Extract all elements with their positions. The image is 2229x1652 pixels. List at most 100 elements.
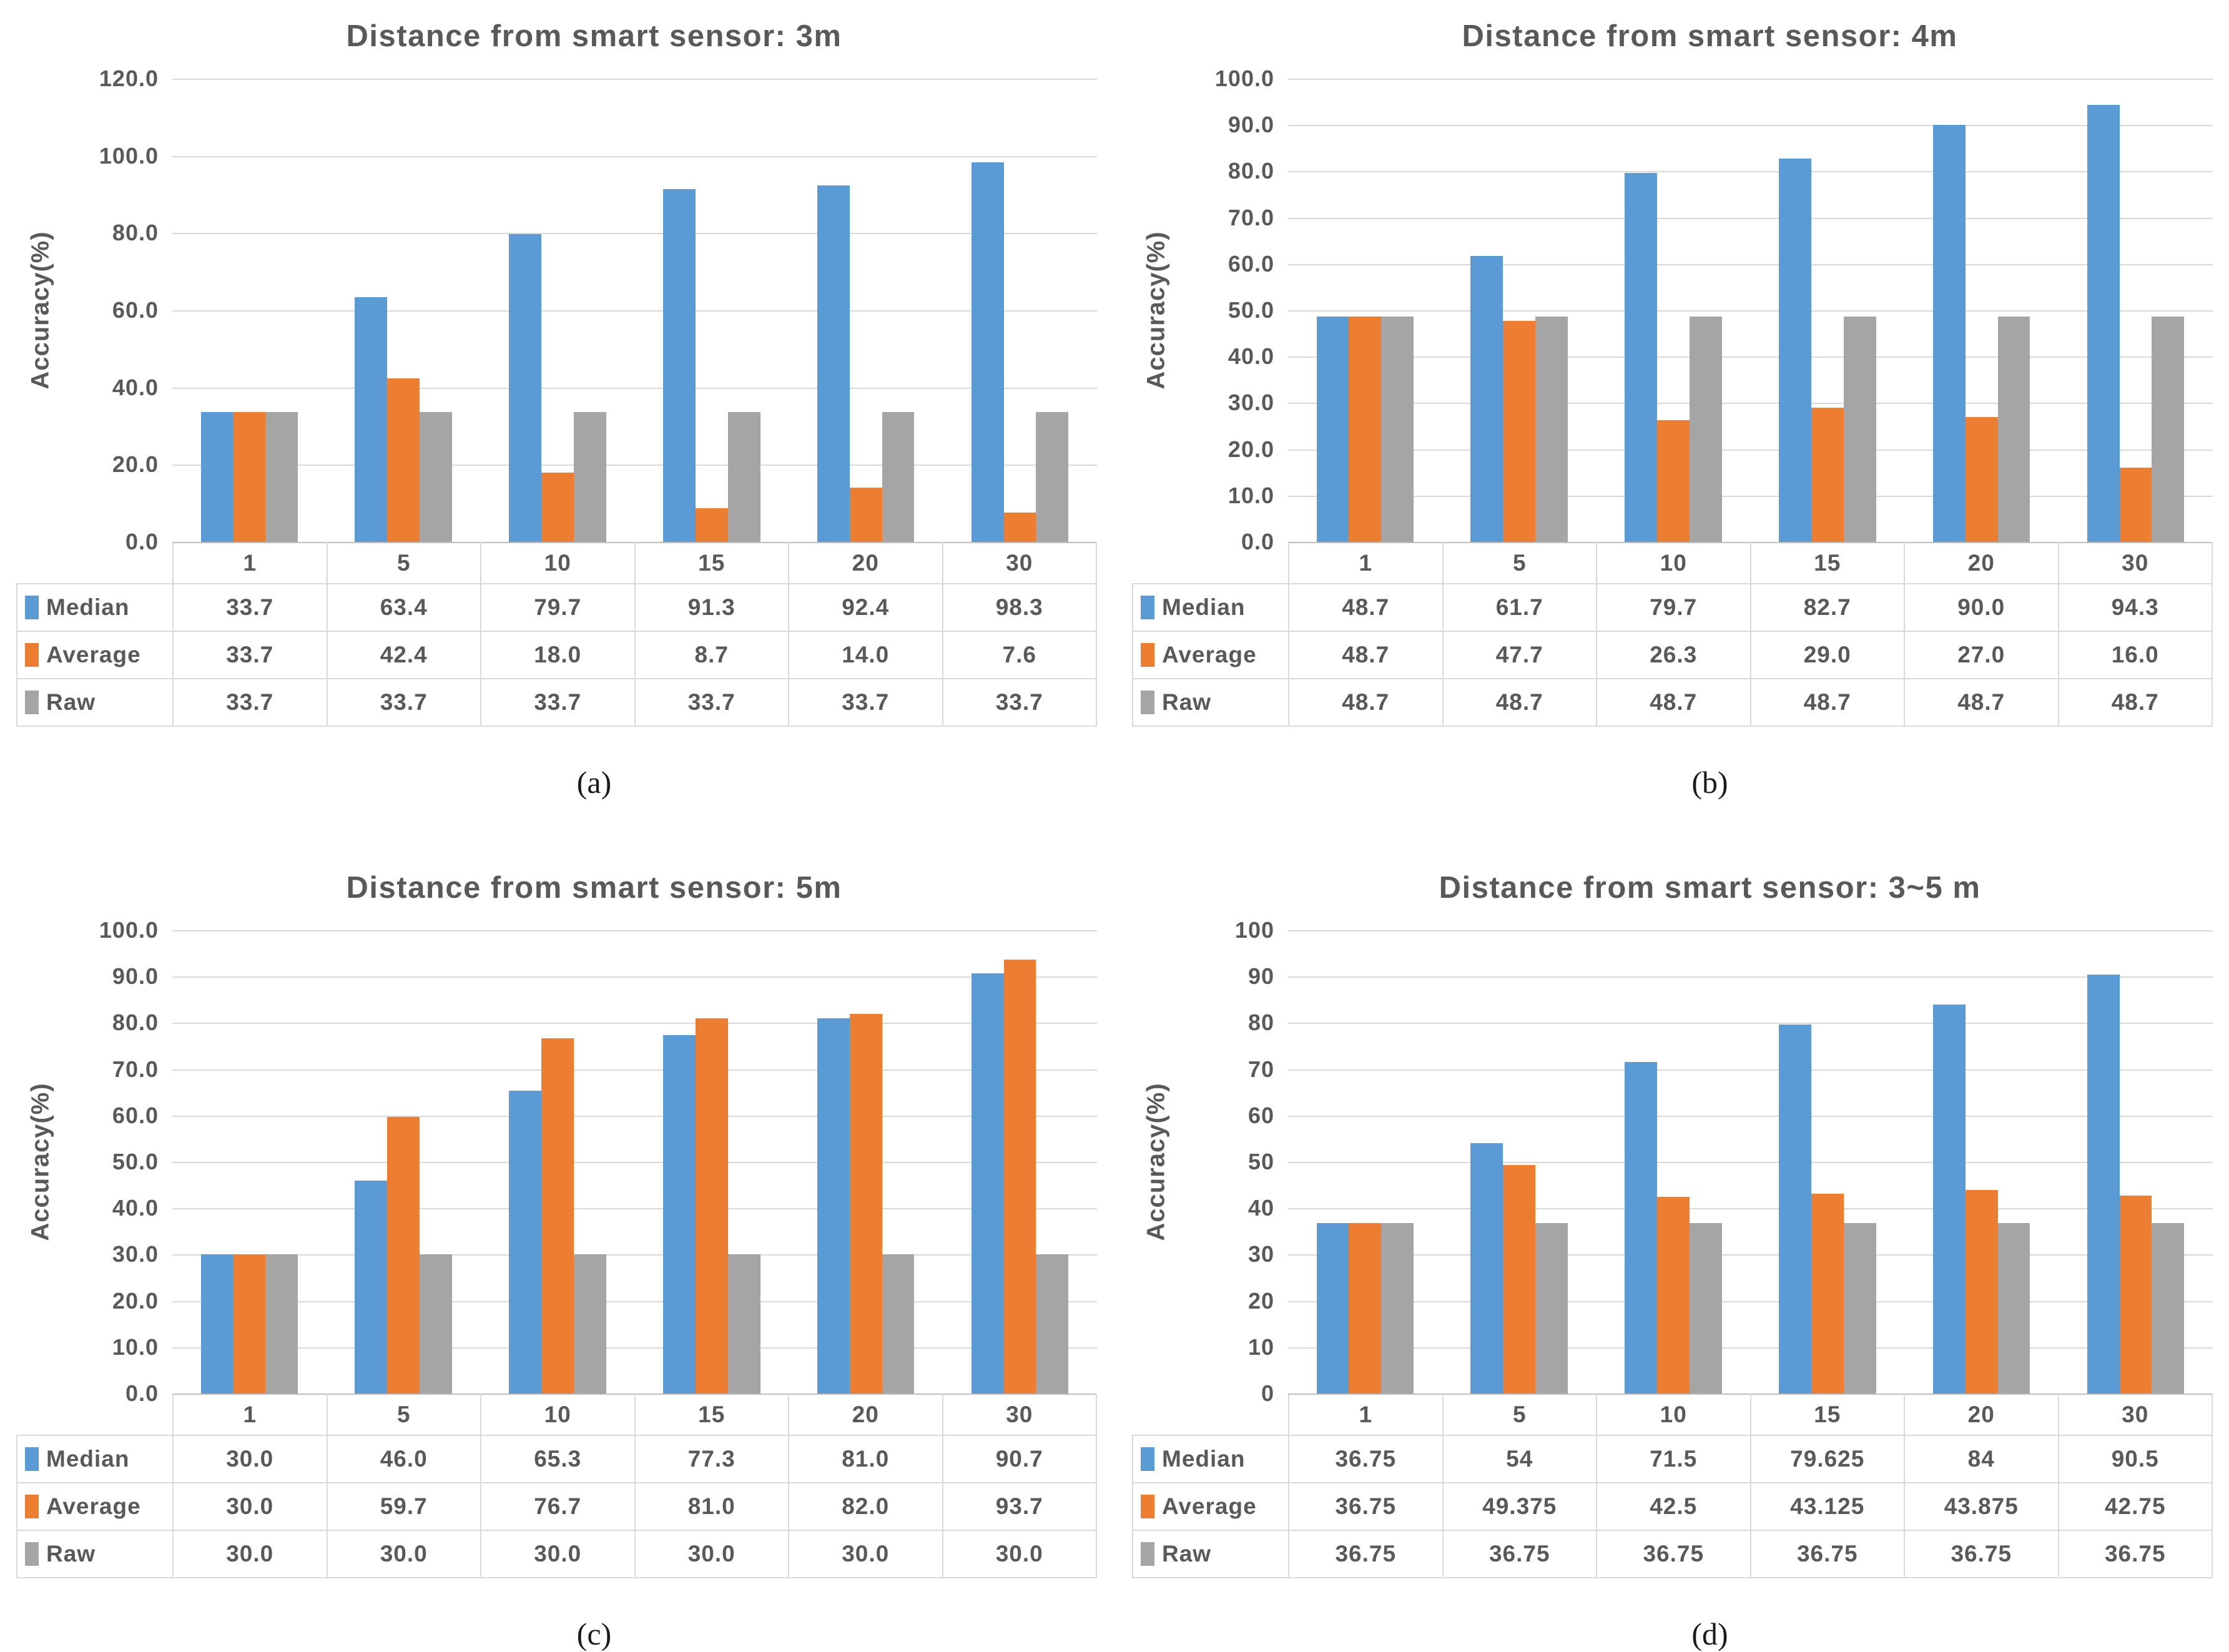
raw-bar [1997, 1223, 2030, 1394]
raw-bar [1997, 316, 2030, 542]
category-slot-30 [943, 79, 1097, 542]
chart-area: Accuracy(%) 100.0 90.0 80.0 70.0 60.0 50.0 40.0… [1132, 66, 2213, 554]
gridline [172, 79, 1097, 80]
plot-area [172, 79, 1097, 542]
value-cell: 33.7 [634, 678, 789, 727]
gridline [172, 930, 1097, 932]
value-cell: 93.7 [942, 1482, 1097, 1531]
series-name: Raw [1162, 1541, 1212, 1566]
y-tick-label: 0.0 [125, 1380, 159, 1406]
category-slot-15 [1750, 79, 1904, 542]
bar-group [200, 930, 298, 1394]
legend-entry: Raw [1133, 1541, 1288, 1567]
chart-title: Distance from smart sensor: 3m [346, 19, 842, 53]
y-tick-label: 90 [1247, 963, 1274, 990]
value-cell: 84 [1904, 1435, 2059, 1483]
category-label: 20 [788, 1394, 943, 1436]
average-bar [1657, 1196, 1690, 1394]
category-slot-15 [634, 79, 789, 542]
series-row-median: Median 30.0 46.0 65.3 77.3 81.0 90.7 [16, 1435, 1097, 1483]
chart-area: Accuracy(%) 100 90 80 70 60 50 40 30 20 10 0 [1132, 917, 2213, 1406]
average-bar [1965, 1190, 1998, 1394]
series-row-raw: Raw 30.0 30.0 30.0 30.0 30.0 30.0 [16, 1530, 1097, 1578]
series-name: Median [46, 594, 130, 620]
gridline [1288, 1162, 2213, 1163]
series-row-median: Median 33.7 63.4 79.7 91.3 92.4 98.3 [16, 583, 1097, 632]
average-bar [849, 488, 882, 542]
raw-bar [1843, 316, 1876, 542]
median-bar [2087, 974, 2120, 1394]
gridline [1288, 449, 2213, 451]
y-tick-label: 30 [1247, 1241, 1274, 1267]
legend-entry: Median [1133, 594, 1288, 621]
series-name: Raw [1162, 689, 1212, 715]
legend-entry: Raw [1133, 689, 1288, 715]
y-tick-label: 20.0 [112, 1287, 159, 1314]
data-table: 1 5 10 15 20 30 Median 33.7 63.4 79.7 91.3 92.4 98.3… [16, 542, 1097, 727]
category-row: 1 5 10 15 20 30 [17, 542, 1097, 584]
value-cell: 30.0 [634, 1530, 789, 1578]
value-cell: 90.5 [2057, 1435, 2213, 1483]
gridline [1288, 1208, 2213, 1210]
y-axis-ticks: 100.0 90.0 80.0 70.0 60.0 50.0 40.0 30.0 20.0 10.… [1181, 66, 1288, 554]
median-bar [971, 973, 1004, 1394]
category-label: 10 [1596, 1394, 1751, 1436]
category-slot-20 [1904, 930, 2059, 1394]
raw-bar [573, 1254, 606, 1394]
value-cell: 30.0 [942, 1530, 1097, 1578]
average-bar [1003, 959, 1036, 1394]
gridline [172, 1115, 1097, 1117]
legend-cell: Raw [16, 1530, 174, 1578]
y-tick-label: 90.0 [112, 963, 159, 990]
y-tick-label: 20.0 [112, 451, 159, 478]
value-cell: 30.0 [172, 1435, 328, 1483]
median-bar [509, 1091, 542, 1394]
category-slot-5 [1442, 930, 1597, 1394]
y-axis-title-container: Accuracy(%) [1132, 79, 1181, 542]
value-cell: 33.7 [172, 583, 328, 632]
series-row-average: Average 48.7 47.7 26.3 29.0 27.0 16.0 [1132, 631, 2213, 679]
bar-group [1932, 79, 2030, 542]
y-tick-label: 50.0 [112, 1149, 159, 1174]
gridline [172, 465, 1097, 466]
y-tick-label: 0.0 [1241, 529, 1274, 554]
series-name: Raw [46, 689, 96, 715]
series-row-median: Median 36.75 54 71.5 79.625 84 90.5 [1132, 1435, 2213, 1483]
value-cell: 79.625 [1749, 1435, 1905, 1483]
gridline [1288, 1069, 2213, 1071]
gridline [1288, 79, 2213, 80]
category-row: 1 5 10 15 20 30 [1133, 1394, 2213, 1436]
y-tick-label: 40.0 [1228, 343, 1274, 370]
y-axis-title: Accuracy(%) [26, 1083, 54, 1241]
value-cell: 81.0 [788, 1435, 943, 1483]
value-cell: 30.0 [788, 1530, 943, 1578]
value-cell: 36.75 [1442, 1530, 1597, 1578]
series-row-median: Median 48.7 61.7 79.7 82.7 90.0 94.3 [1132, 583, 2213, 632]
legend-swatch-median [25, 1447, 39, 1471]
y-tick-label: 10 [1247, 1334, 1274, 1360]
bar-group [2087, 79, 2185, 542]
legend-entry: Median [17, 594, 172, 621]
value-cell: 90.7 [942, 1435, 1097, 1483]
value-cell: 47.7 [1442, 631, 1597, 679]
raw-bar [420, 411, 452, 542]
category-slot-10 [481, 930, 635, 1394]
bar-group [1316, 930, 1414, 1394]
legend-swatch-average [1141, 1495, 1154, 1518]
bar-slots [172, 930, 1097, 1394]
chart-title: Distance from smart sensor: 5m [346, 871, 842, 905]
median-bar [355, 297, 388, 542]
raw-bar [727, 411, 760, 542]
y-tick-label: 100.0 [99, 917, 159, 943]
raw-bar [265, 411, 298, 542]
value-cell: 48.7 [1288, 678, 1444, 727]
y-tick-label: 80 [1247, 1010, 1274, 1036]
gridline [1288, 125, 2213, 127]
legend-swatch-average [1141, 643, 1154, 667]
value-cell: 27.0 [1904, 631, 2059, 679]
y-tick-label: 100.0 [99, 142, 159, 169]
value-cell: 54 [1442, 1435, 1597, 1483]
average-bar [387, 1117, 420, 1394]
bar-group [1779, 930, 1876, 1394]
gridline [172, 155, 1097, 157]
